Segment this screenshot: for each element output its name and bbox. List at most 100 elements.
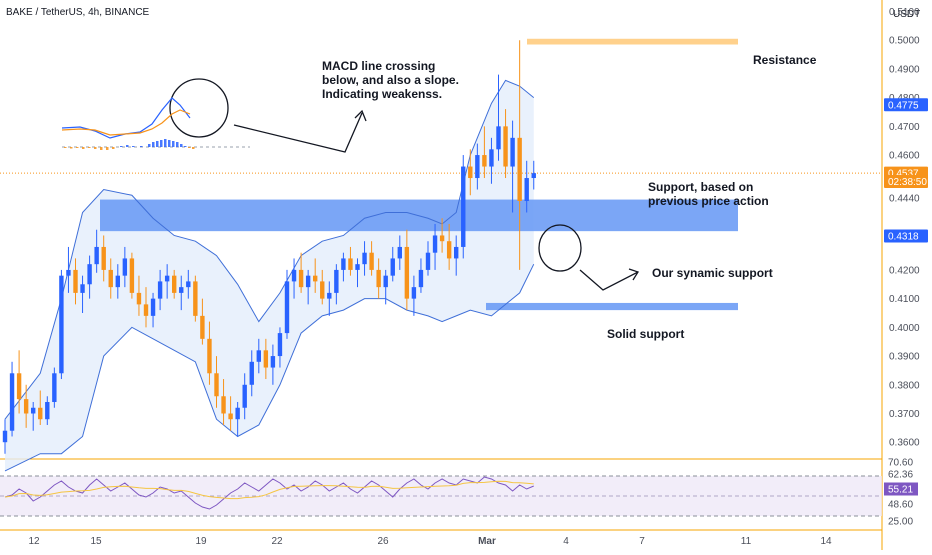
candle	[489, 137, 494, 184]
candle	[23, 384, 29, 428]
macd-histogram-bar	[132, 146, 135, 147]
candle-body	[291, 269, 297, 282]
rsi-tick-label: 48.60	[888, 500, 913, 511]
candle-body	[193, 281, 198, 316]
candle-body	[157, 281, 163, 299]
candle	[298, 252, 304, 293]
candle-body	[214, 373, 219, 397]
candle	[524, 160, 529, 213]
candle-body	[150, 298, 156, 316]
macd-histogram-bar	[172, 141, 175, 147]
macd-histogram-bar	[160, 140, 163, 147]
candle-body	[383, 275, 388, 288]
candle	[87, 255, 92, 299]
candle-body	[122, 258, 128, 276]
macd-signal-line	[61, 109, 191, 136]
candle-body	[249, 361, 254, 385]
candle-body	[454, 246, 459, 259]
candle	[313, 258, 318, 293]
candle-body	[341, 258, 346, 270]
candle-body	[228, 413, 233, 420]
candle	[200, 298, 205, 345]
rsi-tick-label: 55.21	[888, 485, 913, 496]
macd-arrow	[233, 112, 363, 153]
candle-body	[136, 292, 142, 305]
candle	[263, 338, 269, 380]
macd-histogram-bar	[192, 147, 195, 149]
candle-body	[432, 235, 438, 253]
candle	[108, 258, 113, 299]
macd-histogram-bar	[88, 147, 91, 148]
y-tick-label: 0.4700	[889, 122, 920, 133]
candle	[439, 218, 445, 253]
x-tick-label: 22	[271, 536, 283, 547]
candle	[461, 155, 466, 259]
candle-body	[425, 252, 431, 270]
price-badge-label: 0.4318	[888, 232, 919, 243]
candle-body	[313, 275, 318, 282]
candle-body	[348, 258, 353, 270]
x-tick-label: 12	[28, 536, 40, 547]
price-badge	[884, 229, 928, 243]
candle	[432, 223, 438, 270]
candle	[193, 275, 198, 322]
candle	[531, 160, 536, 190]
candle	[355, 258, 360, 288]
candle	[136, 275, 142, 316]
candle-body	[390, 258, 395, 276]
candle	[305, 269, 311, 305]
candle	[418, 258, 424, 293]
x-tick-label: 26	[377, 536, 389, 547]
candle-body	[320, 281, 325, 299]
candle	[73, 258, 78, 305]
x-tick-label: 15	[90, 536, 102, 547]
candle-body	[446, 241, 452, 259]
candle-body	[489, 149, 494, 167]
candle	[207, 321, 212, 385]
candle	[59, 269, 64, 380]
candle-body	[235, 407, 240, 420]
candle	[115, 264, 120, 299]
y-tick-label: 0.4440	[889, 194, 920, 205]
candle-body	[327, 292, 332, 299]
candle-body	[468, 166, 473, 179]
candle	[256, 338, 261, 374]
y-tick-label: 0.3700	[889, 409, 920, 420]
candle-body	[207, 338, 212, 374]
candle-body	[164, 275, 170, 282]
candle-body	[369, 252, 374, 270]
chart-title: BAKE / TetherUS, 4h, BINANCE	[6, 7, 150, 18]
support-note: previous price action	[648, 194, 769, 208]
macd-histogram-bar	[94, 147, 97, 149]
candle	[468, 149, 473, 196]
rsi-line	[4, 476, 534, 510]
rsi-ma-line	[4, 480, 534, 500]
price-badge	[884, 174, 928, 188]
candle	[348, 246, 353, 276]
candle	[157, 269, 163, 311]
candle-body	[475, 155, 480, 179]
macd-histogram-bar	[112, 147, 115, 149]
x-tick-label: Mar	[478, 536, 496, 547]
candle-body	[482, 155, 487, 167]
price-badge-label: 0.4537	[888, 169, 919, 180]
y-tick-label: 0.4200	[889, 265, 920, 276]
candle	[228, 396, 233, 431]
macd-histogram-bar	[188, 147, 191, 148]
candle	[94, 229, 99, 273]
candle	[341, 252, 346, 282]
candle-body	[101, 246, 106, 270]
candle	[122, 246, 128, 288]
candle	[376, 258, 381, 299]
candle	[334, 264, 339, 305]
macd-note: MACD line crossing	[322, 59, 435, 73]
candle	[80, 275, 85, 313]
rsi-value-badge	[884, 482, 918, 496]
candle-body	[298, 269, 304, 288]
candle-body	[355, 264, 360, 270]
candle-body	[108, 269, 113, 288]
candle-body	[115, 275, 120, 288]
price-badge-label: 02:38:50	[888, 177, 927, 188]
